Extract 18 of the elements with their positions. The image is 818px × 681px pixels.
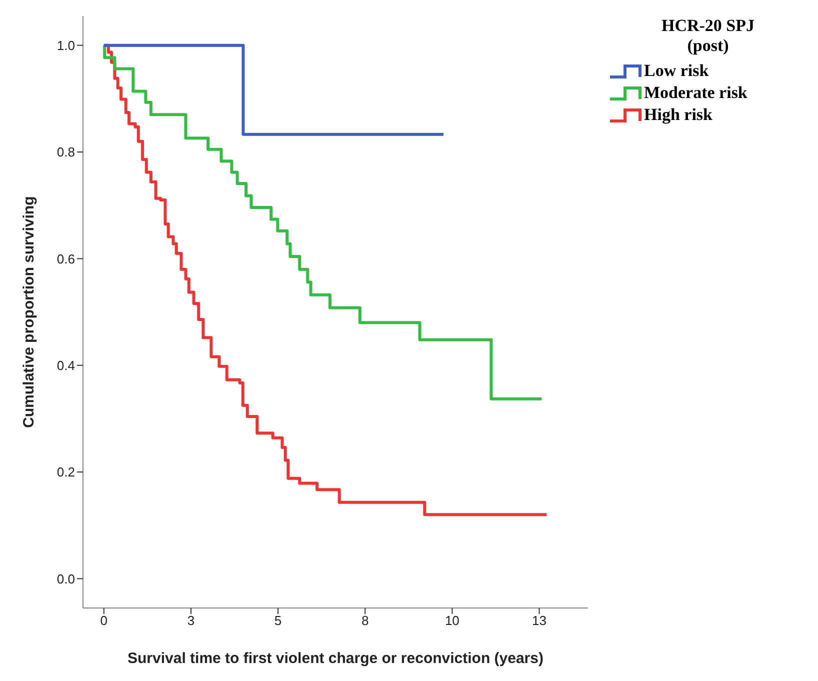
y-tick-label: 1.0: [56, 38, 75, 53]
legend-label: High risk: [644, 105, 712, 125]
y-tick-label: 0.2: [56, 464, 75, 480]
y-tick-label: 0.4: [56, 358, 75, 373]
y-axis-title: Cumulative proportion surviving: [20, 196, 38, 428]
x-tick-label: 13: [532, 613, 546, 628]
y-tick-label: 0.6: [56, 251, 75, 266]
y-tick-label: 0.8: [56, 144, 75, 160]
x-tick-label: 3: [187, 613, 195, 628]
legend-label: Low risk: [644, 61, 709, 81]
x-tick-label: 8: [361, 613, 369, 628]
x-tick-label: 0: [100, 613, 108, 628]
legend-label: Moderate risk: [644, 83, 748, 103]
x-tick-label: 10: [444, 613, 460, 628]
legend-title: HCR-20 SPJ (post): [660, 16, 756, 56]
x-axis-title: Survival time to first violent charge or reconviction (years): [128, 650, 544, 667]
x-tick-label: 5: [274, 613, 282, 628]
y-tick-label: 0.0: [56, 571, 75, 586]
